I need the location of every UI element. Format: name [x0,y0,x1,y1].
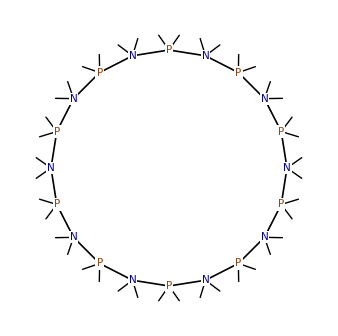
Text: N: N [261,94,268,103]
Text: P: P [166,45,172,55]
Text: N: N [70,94,77,103]
Text: P: P [54,127,60,136]
Text: N: N [201,51,209,61]
Text: P: P [54,200,60,209]
Text: P: P [278,200,284,209]
Text: N: N [261,233,268,242]
Text: P: P [235,68,241,78]
Text: P: P [278,127,284,136]
Text: P: P [235,258,241,268]
Text: N: N [70,233,77,242]
Text: N: N [283,163,291,173]
Text: P: P [97,258,103,268]
Text: N: N [201,275,209,285]
Text: P: P [97,68,103,78]
Text: N: N [129,275,137,285]
Text: P: P [166,281,172,291]
Text: N: N [129,51,137,61]
Text: N: N [47,163,55,173]
